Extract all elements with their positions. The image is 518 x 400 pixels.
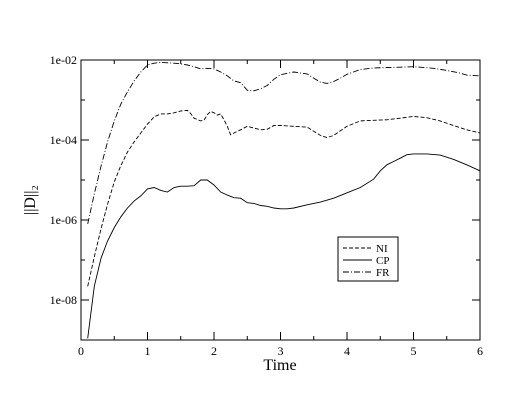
y-tick-label: 1e-02 xyxy=(50,53,77,67)
x-tick-label: 0 xyxy=(78,344,84,358)
y-axis-ticks: 1e-08 1e-06 1e-04 1e-02 xyxy=(50,53,480,341)
x-axis-title: Time xyxy=(263,357,296,374)
y-tick-label: 1e-08 xyxy=(50,293,77,307)
x-tick-label: 5 xyxy=(411,344,417,358)
legend-box xyxy=(337,236,399,282)
series-lines xyxy=(87,61,481,339)
series-line-cp xyxy=(87,153,481,339)
x-tick-label: 6 xyxy=(477,344,483,358)
y-axis-title: ||D||₂ xyxy=(22,185,39,215)
series-line-fr xyxy=(87,61,481,224)
plot-frame xyxy=(80,59,481,341)
legend-label-fr: FR xyxy=(376,267,390,279)
x-tick-label: 4 xyxy=(344,344,350,358)
x-tick-label: 2 xyxy=(211,344,217,358)
series-line-ni xyxy=(87,109,481,287)
legend-label-ni: NI xyxy=(376,243,388,255)
legend-label-cp: CP xyxy=(376,255,389,267)
x-axis-ticks: 0 1 2 3 4 5 6 xyxy=(78,60,483,358)
x-tick-label: 3 xyxy=(278,344,284,358)
x-tick-label: 1 xyxy=(145,344,151,358)
y-tick-label: 1e-06 xyxy=(50,213,77,227)
y-tick-label: 1e-04 xyxy=(50,133,77,147)
